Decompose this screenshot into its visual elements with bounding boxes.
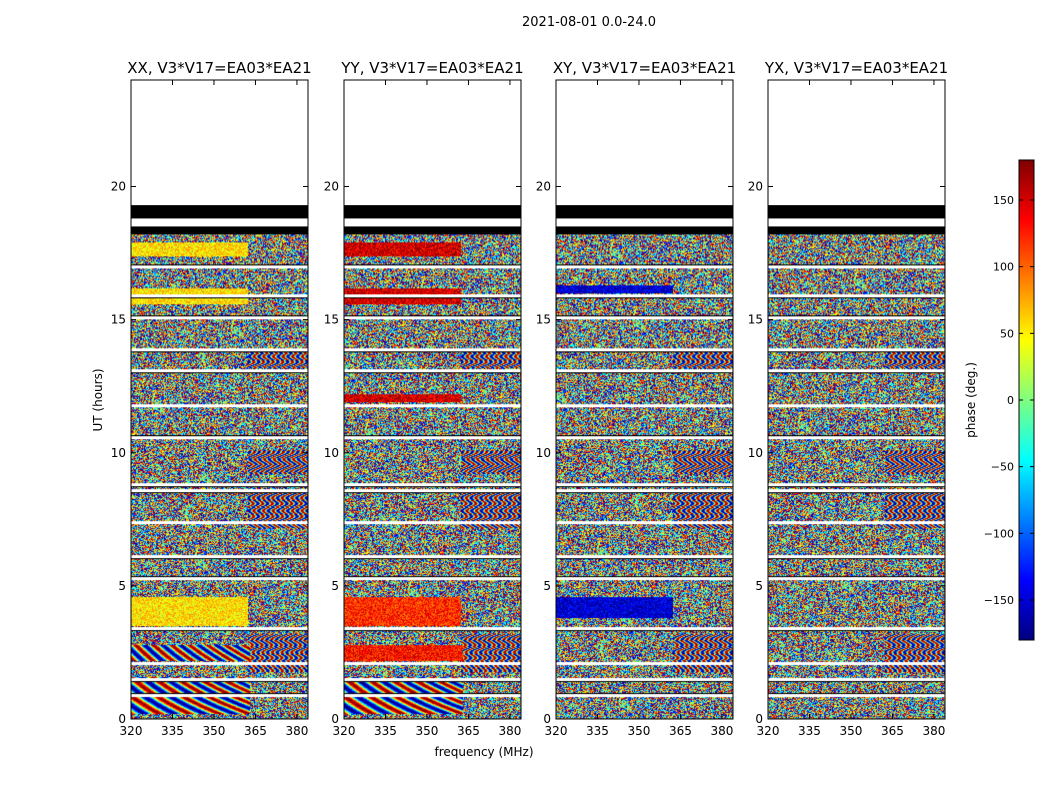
- y-tick-label: 5: [755, 579, 763, 593]
- x-tick-label: 350: [416, 724, 439, 738]
- phase-heatmap: [768, 234, 945, 720]
- panel-1: YY, V3*V17=EA03*EA21 320 335 350 365 380 0 5 10 1…: [324, 59, 524, 738]
- y-tick-label: 10: [748, 446, 763, 460]
- colorbar-tick-label: 0: [1007, 394, 1014, 407]
- flagged-band: [131, 205, 308, 219]
- y-tick-label: 20: [748, 180, 763, 194]
- x-tick-label: 320: [333, 724, 356, 738]
- panel-2: XY, V3*V17=EA03*EA21 320 335 350 365 380 0 5 10 1…: [536, 59, 736, 738]
- x-tick-label: 350: [628, 724, 651, 738]
- colorbar-tick-label: 50: [1000, 327, 1014, 340]
- colorbar-tick-label: 100: [993, 261, 1014, 274]
- y-tick-label: 20: [324, 180, 339, 194]
- y-axis-label: UT (hours): [91, 368, 105, 431]
- x-tick-label: 380: [498, 724, 521, 738]
- phase-heatmap: [556, 234, 733, 720]
- y-tick-label: 0: [543, 712, 551, 726]
- panel-title: XY, V3*V17=EA03*EA21: [553, 59, 736, 77]
- flagged-band: [768, 205, 945, 219]
- x-tick-label: 335: [374, 724, 397, 738]
- panel-3: YX, V3*V17=EA03*EA21 320 335 350 365 380 0 5 10 1…: [748, 59, 948, 738]
- panel-title: XX, V3*V17=EA03*EA21: [127, 59, 311, 77]
- y-tick-label: 10: [111, 446, 126, 460]
- x-tick-label: 350: [203, 724, 226, 738]
- x-tick-label: 350: [840, 724, 863, 738]
- y-tick-label: 0: [118, 712, 126, 726]
- y-tick-label: 10: [324, 446, 339, 460]
- flagged-band: [344, 205, 521, 219]
- panel-frame: [767, 79, 946, 720]
- flagged-band: [556, 205, 733, 219]
- x-tick-label: 365: [881, 724, 904, 738]
- y-tick-label: 10: [536, 446, 551, 460]
- colorbar-tick-label: 150: [993, 194, 1014, 207]
- flagged-band: [768, 226, 945, 235]
- colorbar: −150 −100 −50 0 50 100 150: [984, 159, 1035, 641]
- x-tick-label: 320: [120, 724, 143, 738]
- x-tick-label: 365: [669, 724, 692, 738]
- x-tick-label: 365: [244, 724, 267, 738]
- x-tick-label: 320: [757, 724, 780, 738]
- colorbar-tick-label: −100: [984, 527, 1014, 540]
- panel-0: XX, V3*V17=EA03*EA21 320 335 350 365 380 0 5 10 1…: [111, 59, 312, 738]
- colorbar-tick-label: −50: [991, 461, 1014, 474]
- panel-frame: [343, 79, 522, 720]
- x-tick-label: 335: [798, 724, 821, 738]
- y-tick-label: 15: [324, 313, 339, 327]
- panels: XX, V3*V17=EA03*EA21 320 335 350 365 380 0 5 10 1…: [111, 59, 948, 738]
- y-tick-label: 15: [748, 313, 763, 327]
- y-tick-label: 5: [543, 579, 551, 593]
- y-tick-label: 20: [111, 180, 126, 194]
- y-tick-label: 15: [536, 313, 551, 327]
- panel-frame: [130, 79, 309, 720]
- panel-title: YX, V3*V17=EA03*EA21: [764, 59, 948, 77]
- y-tick-label: 15: [111, 313, 126, 327]
- y-tick-label: 0: [755, 712, 763, 726]
- x-axis-label: frequency (MHz): [434, 745, 533, 759]
- y-tick-label: 5: [118, 579, 126, 593]
- x-tick-label: 365: [457, 724, 480, 738]
- panel-frame: [555, 79, 734, 720]
- y-tick-label: 20: [536, 180, 551, 194]
- x-tick-label: 380: [285, 724, 308, 738]
- flagged-band: [556, 226, 733, 235]
- colorbar-label: phase (deg.): [964, 362, 978, 438]
- flagged-band: [131, 226, 308, 235]
- x-tick-label: 335: [161, 724, 184, 738]
- phase-heatmap: [344, 234, 521, 720]
- x-tick-label: 320: [545, 724, 568, 738]
- figure-suptitle: 2021-08-01 0.0-24.0: [522, 15, 656, 30]
- flagged-band: [344, 226, 521, 235]
- phase-heatmap: [131, 234, 308, 720]
- x-tick-label: 335: [586, 724, 609, 738]
- colorbar-tick-label: −150: [984, 594, 1014, 607]
- panel-title: YY, V3*V17=EA03*EA21: [340, 59, 523, 77]
- x-tick-label: 380: [922, 724, 945, 738]
- y-tick-label: 5: [331, 579, 339, 593]
- y-tick-label: 0: [331, 712, 339, 726]
- x-tick-label: 380: [710, 724, 733, 738]
